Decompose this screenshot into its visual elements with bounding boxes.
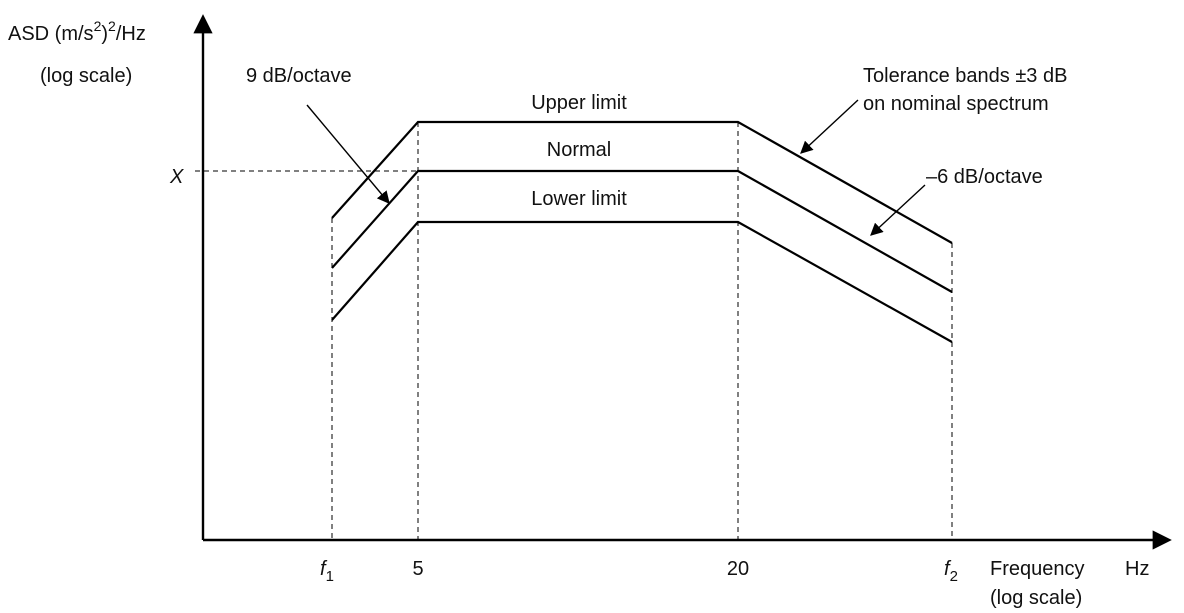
y-axis-label-unit: /Hz — [116, 23, 146, 45]
tolerance-label-line2: on nominal spectrum — [863, 93, 1049, 115]
normal-curve — [331, 169, 953, 293]
x-level-label: X — [169, 166, 184, 188]
normal-label: Normal — [547, 139, 611, 161]
lower-limit-curve — [331, 220, 953, 343]
tick-f2-sub: 2 — [950, 568, 958, 585]
falling-slope-pointer — [870, 184, 926, 236]
rising-slope-label: 9 dB/octave — [246, 65, 352, 87]
falling-slope-label: –6 dB/octave — [926, 166, 1043, 188]
tolerance-label-line1: Tolerance bands ±3 dB — [863, 65, 1067, 87]
tick-20: 20 — [727, 558, 749, 580]
tick-f2-base: f — [944, 558, 952, 580]
y-axis-scale-note: (log scale) — [40, 65, 132, 87]
rising-slope-pointer — [306, 104, 390, 204]
tick-f1-sub: 1 — [326, 568, 334, 585]
x-axis-unit: Hz — [1125, 558, 1149, 580]
y-axis-label: ASD (m/s2)2/Hz — [8, 18, 146, 45]
y-axis-label-main: ASD (m/s — [8, 23, 94, 45]
upper-limit-curve — [331, 120, 953, 244]
x-axis-label: Frequency — [990, 558, 1085, 580]
tick-f1-base: f — [320, 558, 328, 580]
y-axis-label-paren: ) — [101, 23, 108, 45]
lower-limit-label: Lower limit — [531, 188, 627, 210]
x-axis-scale-note: (log scale) — [990, 587, 1082, 609]
y-axis-label-sup1: 2 — [94, 18, 102, 34]
y-axis-label-sup2: 2 — [108, 18, 116, 34]
tick-f1: f1 — [320, 558, 334, 585]
tick-5: 5 — [412, 558, 423, 580]
tick-f2: f2 — [944, 558, 958, 585]
tolerance-pointer — [800, 99, 859, 154]
upper-limit-label: Upper limit — [531, 92, 627, 114]
